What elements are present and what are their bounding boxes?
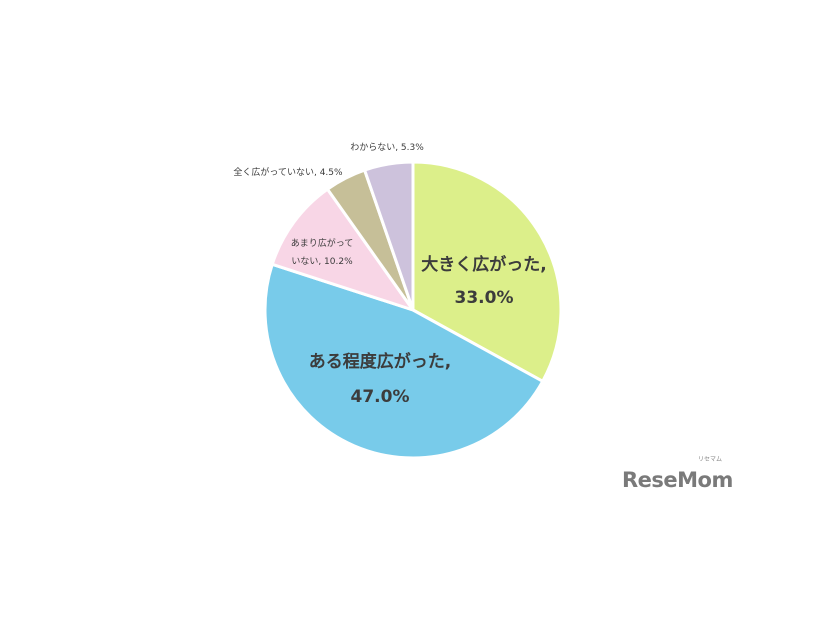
slice-label: わからない, 5.3%	[350, 142, 424, 153]
resemom-logo-sub: リセマム	[698, 456, 723, 463]
slice-label: 大きく広がった,	[421, 254, 546, 275]
slice-label: 全く広がっていない, 4.5%	[233, 166, 343, 178]
slice-little	[270, 187, 417, 313]
slice-label: ある程度広がった,	[309, 351, 451, 372]
slice-value-label: 47.0%	[351, 387, 410, 407]
slice-large	[411, 160, 563, 384]
slice-moderate	[263, 262, 545, 460]
slice-value-label: 33.0%	[455, 288, 514, 308]
slice-label: あまり広がって	[291, 237, 354, 249]
slice-unknown	[362, 160, 415, 311]
resemom-logo: ReseMom	[622, 468, 733, 492]
slice-label: いない, 10.2%	[291, 256, 353, 267]
